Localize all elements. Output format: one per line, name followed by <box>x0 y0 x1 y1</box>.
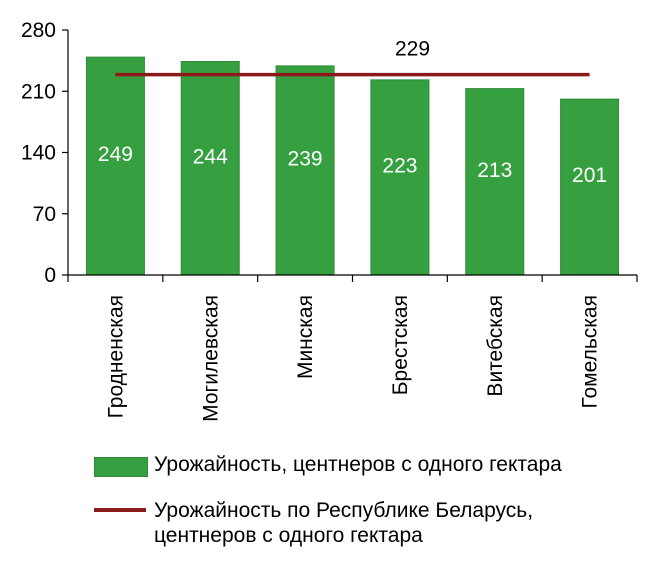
x-category-label: Брестская <box>389 295 412 395</box>
legend-label-line-1: Урожайность по Республике Беларусь, <box>154 499 534 522</box>
y-tick-label: 140 <box>21 142 56 165</box>
bars: 249 244 239 223 213 201 <box>85 56 620 276</box>
x-category-label: Гродненская <box>104 295 127 418</box>
legend-item-bar: Урожайность, центнеров с одного гектара <box>92 452 632 477</box>
legend-swatch-line <box>94 508 146 512</box>
y-tick-label: 210 <box>21 80 56 103</box>
y-axis: 0 70 140 210 280 <box>21 19 69 287</box>
y-tick-label: 280 <box>21 19 56 42</box>
bar <box>275 65 335 276</box>
legend-label-line-2: центнеров с одного гектара <box>154 524 423 547</box>
legend-label-bar: Урожайность, центнеров с одного гектара <box>154 453 562 476</box>
legend-swatch-bar <box>94 457 148 477</box>
x-category-label: Могилевская <box>199 295 222 422</box>
bar <box>560 98 620 276</box>
y-tick-label: 70 <box>33 203 56 226</box>
x-category-label: Минская <box>294 295 317 379</box>
x-axis: Гродненская Могилевская Минская Брестская Ви… <box>67 274 638 422</box>
bar-data-label: 223 <box>382 154 417 177</box>
bar-data-label: 201 <box>572 164 607 187</box>
average-line-label: 229 <box>395 38 430 61</box>
legend-item-line: Урожайность по Республике Беларусь, цент… <box>92 498 632 548</box>
bar <box>370 79 430 276</box>
legend: Урожайность, центнеров с одного гектара … <box>92 452 632 548</box>
average-line-group: 229 <box>115 38 590 77</box>
bar <box>465 88 525 276</box>
bar <box>85 56 145 276</box>
x-category-label: Гомельская <box>579 295 602 408</box>
x-category-label: Витебская <box>484 295 507 397</box>
bar-data-label: 239 <box>288 147 323 170</box>
bar-data-label: 213 <box>477 159 512 182</box>
bar-data-label: 244 <box>193 145 228 168</box>
bar <box>180 61 240 276</box>
bar-data-label: 249 <box>98 143 133 166</box>
bar-chart: 0 70 140 210 280 249 244 239 223 213 201 229 Грод… <box>21 19 638 422</box>
y-tick-label: 0 <box>44 264 56 287</box>
